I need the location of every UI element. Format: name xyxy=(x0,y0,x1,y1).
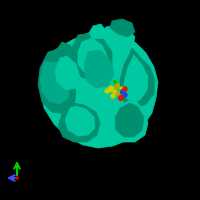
Polygon shape xyxy=(58,102,100,142)
Polygon shape xyxy=(40,30,158,148)
Circle shape xyxy=(120,87,124,91)
Polygon shape xyxy=(70,33,112,80)
Circle shape xyxy=(113,90,117,94)
Circle shape xyxy=(118,96,124,100)
Circle shape xyxy=(16,177,18,179)
Circle shape xyxy=(123,93,127,97)
Circle shape xyxy=(105,89,109,93)
Polygon shape xyxy=(120,48,155,108)
Polygon shape xyxy=(89,24,106,39)
Polygon shape xyxy=(38,50,76,114)
Circle shape xyxy=(123,87,127,91)
Polygon shape xyxy=(40,62,70,104)
Polygon shape xyxy=(52,42,82,85)
Circle shape xyxy=(108,86,114,92)
Polygon shape xyxy=(115,103,144,137)
Circle shape xyxy=(120,90,126,95)
Polygon shape xyxy=(102,25,135,54)
Circle shape xyxy=(111,94,115,98)
Polygon shape xyxy=(110,19,135,37)
Polygon shape xyxy=(78,38,108,75)
Polygon shape xyxy=(124,55,148,102)
Polygon shape xyxy=(55,56,80,90)
Polygon shape xyxy=(84,50,114,88)
Polygon shape xyxy=(65,106,95,136)
Polygon shape xyxy=(112,100,148,142)
Circle shape xyxy=(114,84,120,88)
Circle shape xyxy=(114,80,116,84)
Circle shape xyxy=(116,92,122,97)
